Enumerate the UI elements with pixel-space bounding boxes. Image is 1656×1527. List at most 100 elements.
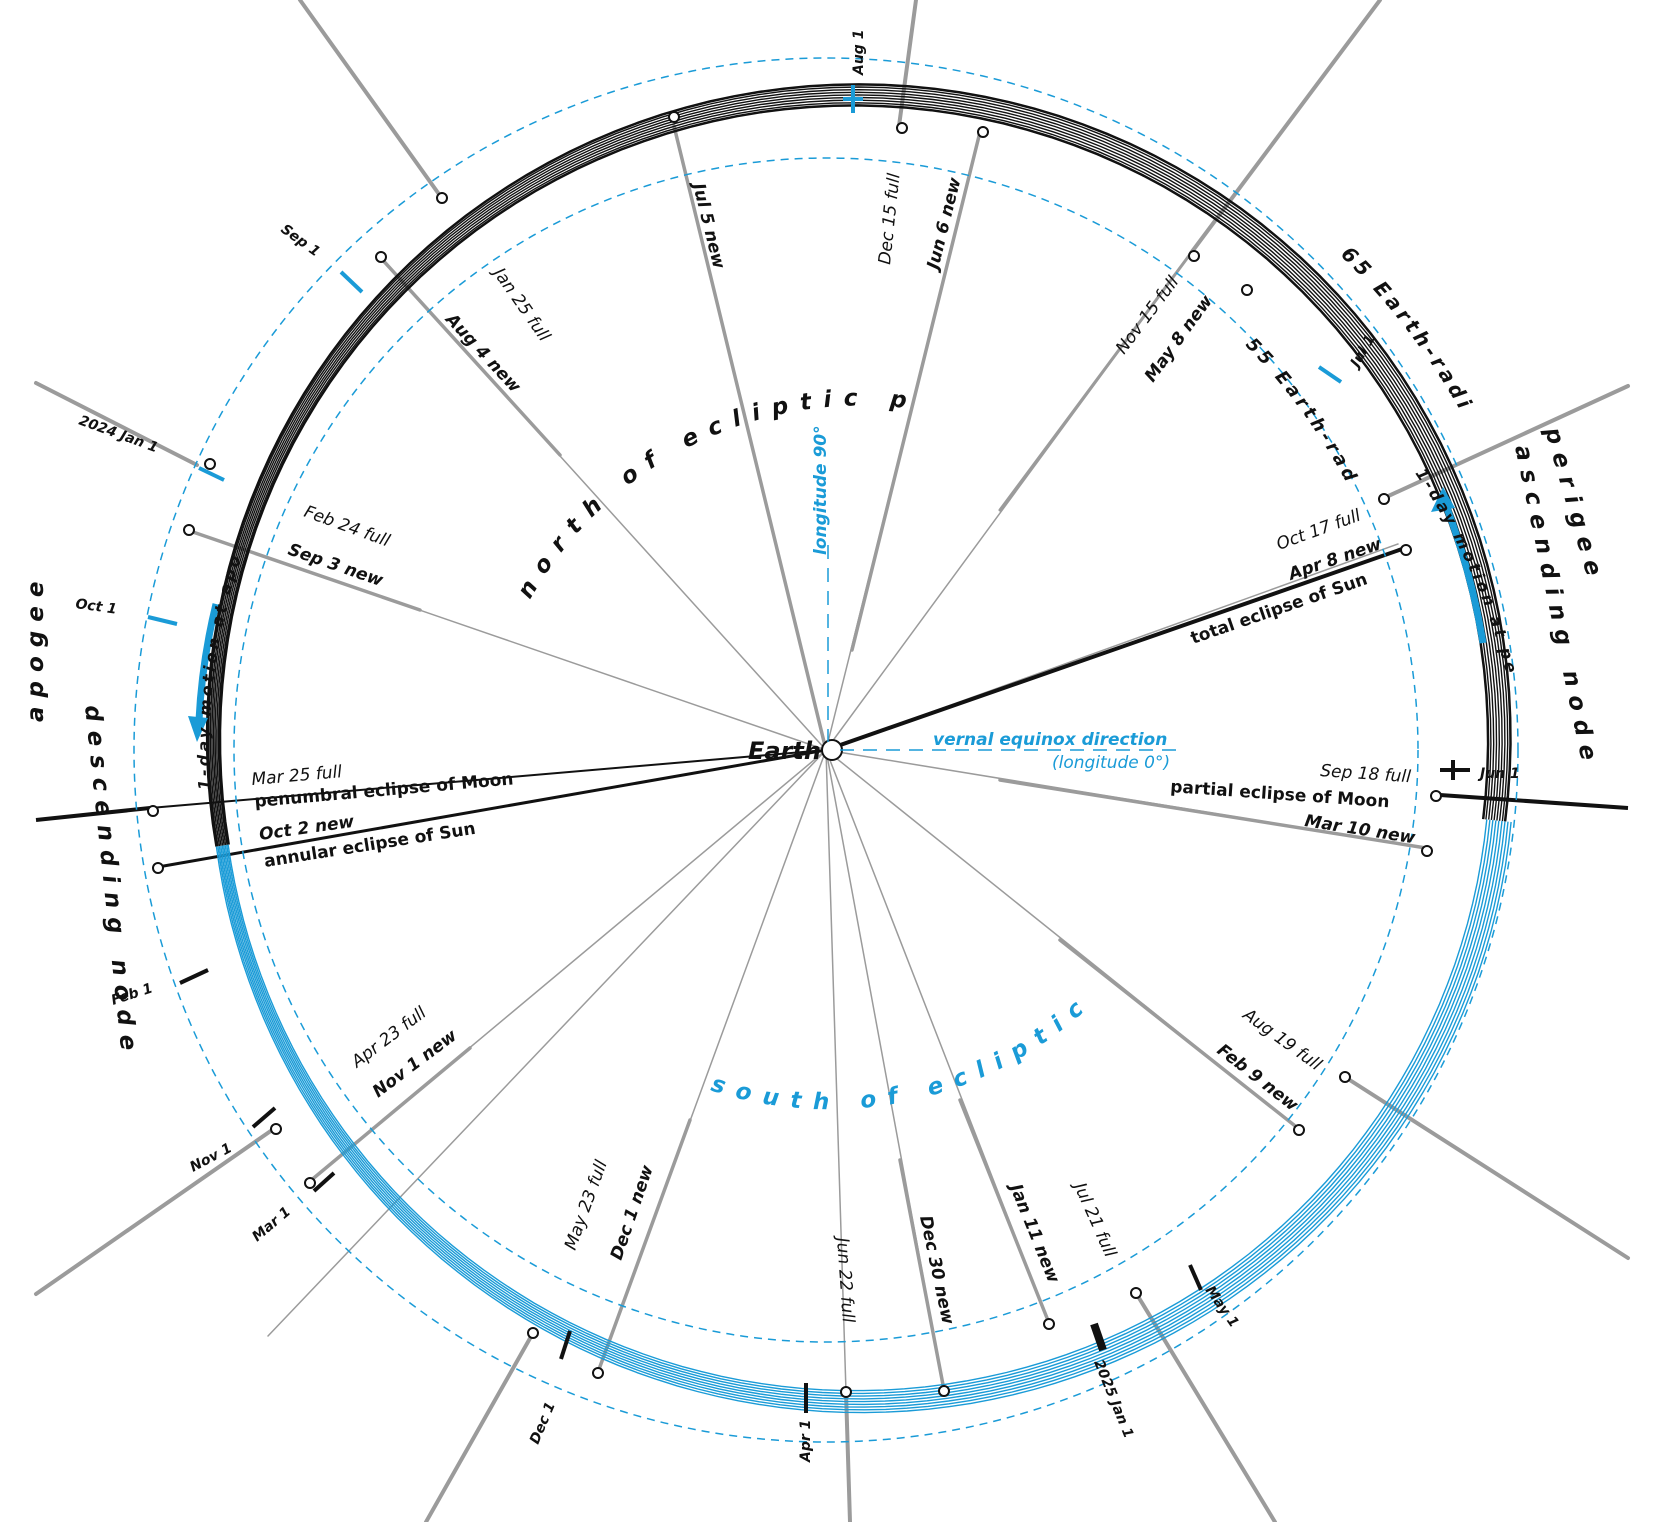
inner-line-jul5	[672, 124, 828, 752]
perigee-arrowhead-icon	[1431, 487, 1455, 512]
inner-line-mar10	[998, 778, 1428, 850]
longitude0-label: (longitude 0°)	[1052, 753, 1170, 773]
earth-label: Earth	[748, 737, 821, 765]
date-aug1: Aug 1	[851, 30, 867, 76]
ascending-node-label: ascending node	[1509, 443, 1603, 771]
tick-jan1-2024	[198, 466, 225, 482]
phase-dot-dec15	[896, 122, 908, 134]
label-feb24-full: Feb 24 full	[301, 502, 392, 552]
phase-dot-dec30	[938, 1385, 950, 1397]
date-2025-jan1: 2025 Jan 1	[1090, 1358, 1136, 1441]
inner-line-jan11	[958, 1098, 1051, 1325]
phase-dot-mar10	[1421, 845, 1433, 857]
phase-dot-may8	[1241, 284, 1253, 296]
date-2024-jan1: 2024 Jan 1	[77, 413, 161, 456]
phase-dot-sep3	[183, 524, 195, 536]
orbit-trace-north	[207, 86, 1509, 847]
orbit-south-arcs	[215, 819, 1512, 1414]
outer-line-aug19	[1343, 1075, 1630, 1260]
inner-line-jun6	[850, 130, 982, 652]
phase-dot-oct17	[1378, 493, 1390, 505]
apogee-label: apogee	[23, 573, 49, 722]
phase-dot-aug4	[375, 251, 387, 263]
label-dec1-new: Dec 1 new	[607, 1162, 658, 1262]
orbit-trace-north	[212, 94, 1501, 846]
inner-line-may8	[998, 251, 1193, 512]
date-dec1: Dec 1	[527, 1400, 559, 1447]
vernal-label: vernal equinox direction	[933, 730, 1167, 750]
label-jul21-full: Jul 21 full	[1068, 1177, 1120, 1260]
eclipse-lines	[35, 546, 1629, 869]
outer-line-apr1	[844, 1390, 852, 1524]
phase-dot-jan1	[204, 458, 216, 470]
eclipse-line-penumbral	[149, 749, 827, 809]
orbit-trace-south	[218, 821, 1506, 1408]
phase-dot-apr1	[840, 1386, 852, 1398]
orbit-trace-south	[220, 820, 1503, 1406]
phase-dot-oct2	[152, 862, 164, 874]
phase-dot-sep18	[1430, 790, 1442, 802]
phase-dot-dec1	[592, 1367, 604, 1379]
date-oct1: Oct 1	[74, 596, 117, 618]
radius-circle-65	[133, 57, 1519, 1443]
tick-jul1	[1317, 365, 1343, 384]
apogee-motion-arrow	[195, 603, 220, 721]
phase-dot-jul21	[1130, 1287, 1142, 1299]
outer-line-aug-top	[298, 0, 443, 199]
orbit-trace-south	[223, 820, 1497, 1400]
eclipse-line-annular-sun	[157, 748, 827, 869]
descending-node-label: descending node	[79, 704, 142, 1061]
label-jul5-new: Jul 5 new	[687, 178, 728, 271]
label-mar10-new: Mar 10 new	[1303, 811, 1417, 848]
phase-dot-jan11	[1043, 1318, 1055, 1330]
inner-line-nov1	[307, 1046, 472, 1184]
orbit-north-arcs	[205, 83, 1512, 847]
tick-nov1	[251, 1106, 277, 1129]
tick-feb1	[179, 968, 209, 985]
label-sep3-new: Sep 3 new	[285, 540, 385, 591]
tick-may1	[1188, 1264, 1203, 1291]
inner-line-aug4	[378, 255, 562, 457]
eclipse-line-total-sun	[825, 546, 1406, 752]
inner-line-feb9	[1058, 938, 1301, 1131]
tick-jan1-2025	[1090, 1322, 1107, 1352]
phase-dot-nov1	[304, 1177, 316, 1189]
label-dec15-full: Dec 15 full	[875, 172, 904, 265]
date-sep1: Sep 1	[278, 221, 323, 260]
label-sep18-full: Sep 18 full	[1320, 761, 1412, 787]
outer-line-oct17	[1382, 384, 1630, 500]
phase-dot-feb9	[1293, 1124, 1305, 1136]
orbit-trace-south	[215, 821, 1512, 1414]
label-jun22-full: Jun 22 full	[832, 1234, 858, 1324]
orbit-trace-north	[205, 83, 1512, 847]
sight-line-apr1	[825, 749, 847, 1393]
longitude90-label: longitude 90°	[811, 425, 831, 555]
outer-line-may1	[1134, 1291, 1277, 1524]
date-jun1: Jun 1	[1477, 766, 1520, 782]
eclipse-line-partial-outer	[1439, 793, 1629, 810]
outer-line-nov15	[1189, 0, 1382, 255]
phase-dot-jul5	[668, 111, 680, 123]
radius-circle-55	[233, 157, 1419, 1343]
tick-sep1	[339, 270, 364, 294]
inner-line-sep3	[188, 529, 422, 612]
phase-dot-nov1-full	[270, 1123, 282, 1135]
tick-oct1	[147, 615, 178, 626]
outer-line-dec1	[424, 1331, 535, 1524]
orbit-trace-north	[218, 104, 1490, 845]
north-plane-label: north of ecliptic plane	[0, 0, 920, 603]
phase-dot-apr8	[1400, 544, 1412, 556]
orbit-trace-north	[209, 88, 1506, 847]
motion-arrows	[188, 487, 1487, 742]
date-mar1: Mar 1	[249, 1204, 294, 1245]
outer-line-nov1	[34, 1126, 277, 1296]
tick-dec1	[559, 1330, 572, 1360]
phase-dot-nov15	[1188, 250, 1200, 262]
phase-dot-aug-top	[436, 192, 448, 204]
date-tick-marks	[147, 85, 1470, 1413]
inner-line-dec30	[898, 1158, 946, 1392]
phase-dot-mar25	[147, 805, 159, 817]
phase-dot-dec1-full	[527, 1327, 539, 1339]
phase-dot-aug19	[1339, 1071, 1351, 1083]
